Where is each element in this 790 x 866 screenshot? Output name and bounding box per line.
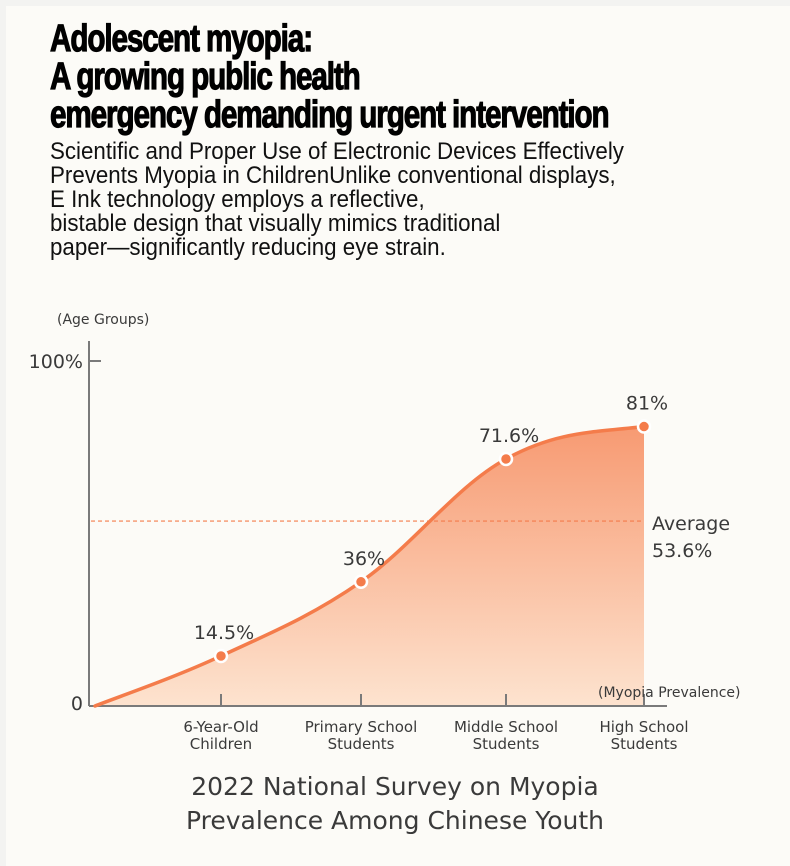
intro-paragraph: Scientific and Proper Use of Electronic …: [50, 140, 624, 260]
headline-line: emergency demanding urgent intervention: [50, 94, 611, 136]
x-tick-label: Children: [190, 735, 252, 753]
x-tick-label: Students: [611, 735, 678, 753]
data-label: 36%: [343, 548, 385, 570]
chart-title: 2022 National Survey on Myopia Prevalenc…: [0, 770, 790, 838]
data-point: [498, 451, 514, 467]
average-label: 53.6%: [652, 540, 712, 562]
intro-line: Scientific and Proper Use of Electronic …: [50, 138, 624, 165]
headline-line: Adolescent myopia:: [50, 18, 314, 60]
headline-line: A growing public health: [50, 56, 362, 98]
intro-line: Prevents Myopia in ChildrenUnlike conven…: [50, 162, 616, 189]
x-tick-label: Students: [473, 735, 540, 753]
x-axis-title: (Myopia Prevalence): [598, 685, 740, 701]
intro-line: bistable design that visually mimics tra…: [50, 210, 501, 237]
infographic-page: [6, 6, 790, 866]
x-tick-label: 6-Year-Old: [183, 718, 258, 736]
x-tick-label: Middle School: [454, 718, 558, 736]
intro-line: E Ink technology employs a reflective,: [50, 186, 425, 213]
data-label: 81%: [626, 393, 668, 415]
x-tick-label: Primary School: [305, 718, 418, 736]
y-axis-title: (Age Groups): [57, 312, 149, 328]
y-tick-label-100: 100%: [29, 351, 83, 373]
data-point: [353, 574, 369, 590]
area-fill: [95, 426, 644, 706]
chart-title-line: Prevalence Among Chinese Youth: [185, 806, 605, 835]
x-tick-label: High School: [599, 718, 688, 736]
intro-line: paper—significantly reducing eye strain.: [50, 234, 446, 261]
x-tick-label: Students: [328, 735, 395, 753]
data-point: [636, 419, 652, 434]
data-label: 71.6%: [479, 425, 539, 447]
data-label: 14.5%: [194, 622, 254, 644]
y-tick-label-0: 0: [71, 693, 83, 715]
data-point: [213, 648, 229, 664]
headline: Adolescent myopia: A growing public heal…: [50, 18, 611, 136]
chart-title-line: 2022 National Survey on Myopia: [191, 772, 599, 801]
average-label: Average: [652, 513, 730, 535]
